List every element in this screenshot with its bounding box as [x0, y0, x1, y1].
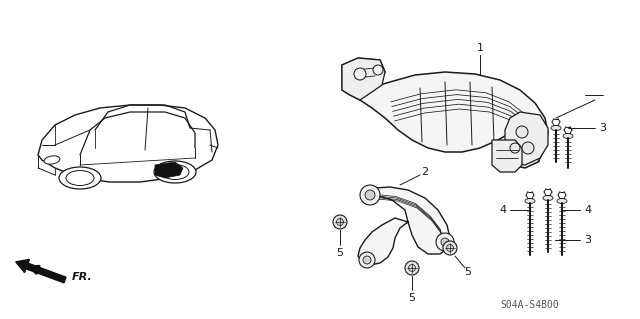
Ellipse shape: [551, 125, 561, 130]
Ellipse shape: [44, 156, 60, 164]
Circle shape: [333, 215, 347, 229]
Text: 5: 5: [337, 248, 344, 258]
Text: 2: 2: [421, 167, 429, 177]
Circle shape: [337, 219, 344, 226]
Circle shape: [408, 264, 415, 271]
Polygon shape: [358, 187, 450, 265]
Circle shape: [373, 65, 383, 75]
Circle shape: [354, 68, 366, 80]
Circle shape: [522, 142, 534, 154]
Circle shape: [360, 185, 380, 205]
Text: 1: 1: [477, 43, 483, 53]
Circle shape: [436, 233, 454, 251]
Circle shape: [510, 143, 520, 153]
Circle shape: [359, 252, 375, 268]
Ellipse shape: [66, 170, 94, 186]
Text: 5: 5: [408, 293, 415, 303]
Circle shape: [363, 256, 371, 264]
Ellipse shape: [563, 133, 573, 138]
Ellipse shape: [59, 167, 101, 189]
FancyArrow shape: [16, 259, 66, 283]
Text: FR.: FR.: [72, 272, 93, 282]
Polygon shape: [492, 140, 522, 172]
Circle shape: [365, 190, 375, 200]
Circle shape: [443, 241, 457, 255]
Circle shape: [405, 261, 419, 275]
Polygon shape: [342, 58, 385, 100]
Polygon shape: [505, 112, 548, 165]
Circle shape: [447, 244, 454, 251]
Text: 3: 3: [600, 123, 607, 133]
Polygon shape: [342, 58, 548, 168]
Circle shape: [516, 126, 528, 138]
Ellipse shape: [557, 198, 567, 204]
Polygon shape: [38, 105, 218, 182]
Polygon shape: [155, 162, 183, 178]
Ellipse shape: [543, 196, 553, 201]
Circle shape: [441, 238, 449, 246]
Text: 4: 4: [584, 205, 591, 215]
Ellipse shape: [525, 198, 535, 204]
Text: S04A-S4B00: S04A-S4B00: [500, 300, 559, 310]
Ellipse shape: [154, 161, 196, 183]
Text: 5: 5: [465, 267, 472, 277]
Text: 4: 4: [499, 205, 507, 215]
Ellipse shape: [161, 165, 189, 180]
Text: 3: 3: [584, 235, 591, 245]
